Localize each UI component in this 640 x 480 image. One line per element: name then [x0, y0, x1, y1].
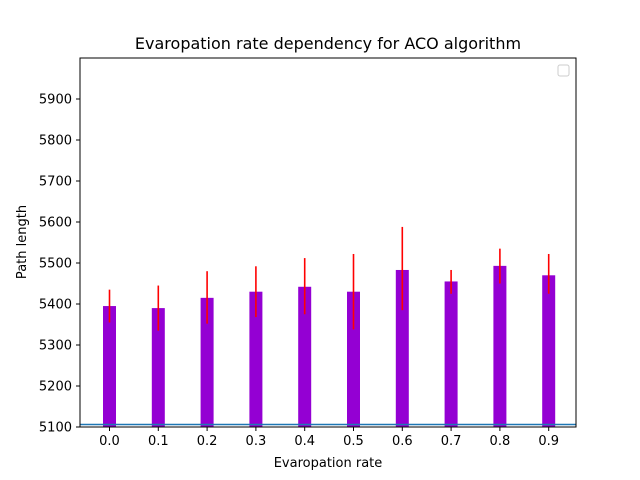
bar [249, 291, 263, 427]
x-tick-label: 0.2 [197, 434, 218, 449]
legend-box [557, 64, 570, 77]
y-tick-label: 5300 [39, 339, 72, 354]
bar [493, 265, 507, 427]
x-tick-label: 0.9 [538, 434, 559, 449]
y-tick-label: 5700 [39, 175, 72, 190]
x-tick-label: 0.5 [343, 434, 364, 449]
plot-frame [79, 57, 577, 428]
bar [151, 308, 165, 427]
y-tick-label: 5600 [39, 216, 72, 231]
bar [103, 306, 116, 427]
y-tick-label: 5900 [39, 93, 72, 108]
y-axis-label: Path length [15, 205, 30, 279]
error-bars-group [108, 226, 550, 331]
y-tick-label: 5500 [39, 257, 72, 272]
x-axis-label: Evaropation rate [274, 456, 383, 471]
y-tick-label: 5100 [39, 421, 72, 436]
bar [347, 291, 360, 427]
x-tick-label: 0.1 [148, 434, 169, 449]
x-tick-label: 0.7 [441, 434, 462, 449]
x-tick-label: 0.0 [99, 434, 120, 449]
bars-group [103, 265, 556, 427]
bar [542, 275, 556, 427]
bar [395, 269, 409, 427]
bar [298, 286, 312, 427]
y-tick-label: 5800 [39, 134, 72, 149]
chart-title: Evaropation rate dependency for ACO algo… [135, 34, 521, 53]
bar [200, 297, 214, 427]
y-tick-label: 5400 [39, 298, 72, 313]
x-tick-label: 0.4 [294, 434, 315, 449]
x-axis: 0.0 0.1 0.2 0.3 0.4 0.5 0.6 0.7 0.8 0.9 [99, 427, 559, 449]
x-tick-label: 0.3 [246, 434, 267, 449]
x-tick-label: 0.8 [490, 434, 511, 449]
bar [444, 281, 458, 427]
y-axis: 5100 5200 5300 5400 5500 5600 5700 5800 5900 [39, 93, 80, 436]
x-tick-label: 0.6 [392, 434, 413, 449]
y-tick-label: 5200 [39, 380, 72, 395]
